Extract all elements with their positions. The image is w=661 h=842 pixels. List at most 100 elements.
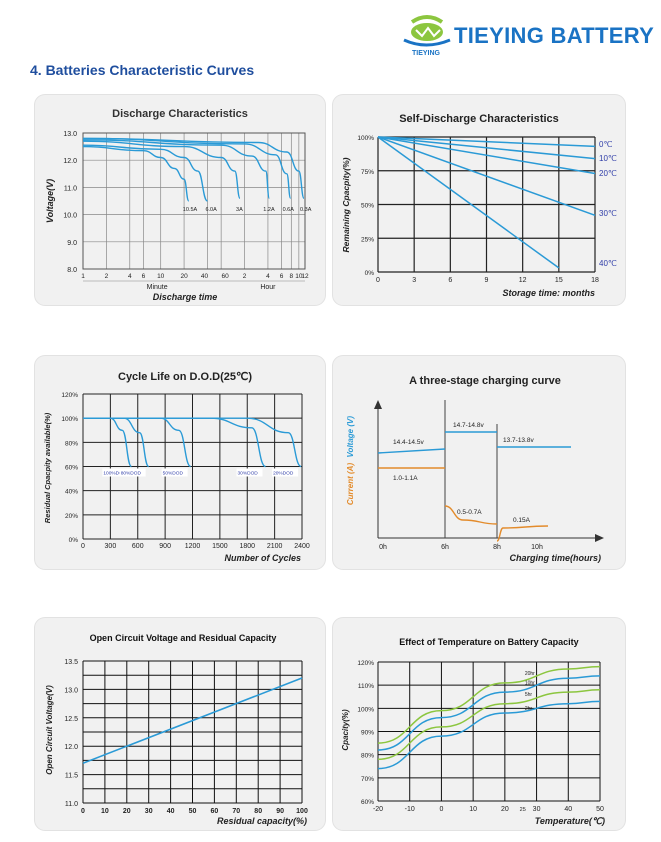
cycle-life-chart: Cycle Life on D.O.D(25℃) 120% 100% 80% 60% 40…	[43, 371, 310, 563]
x-tick-label: 6h	[441, 544, 449, 551]
voltage-label: 14.4-14.5v	[393, 439, 424, 446]
dod-label-bg	[119, 468, 146, 477]
rate-series-label: 20hr	[525, 671, 535, 677]
rate-series-label: 5hr	[525, 692, 533, 698]
y-tick-label: 50%	[361, 203, 374, 210]
y-tick-label: 0%	[69, 537, 79, 544]
y-axis-label: Open Circuit Voltage(V)	[45, 685, 54, 775]
discharge-curve	[82, 144, 209, 202]
y-tick-label: 100%	[61, 416, 78, 423]
panel-self-discharge: Self-Discharge Characteristics 100% 75% 50%…	[333, 95, 625, 305]
x-tick-label: 20	[180, 273, 188, 280]
x-tick-label: 40	[167, 808, 175, 815]
y-tick-label: 80%	[361, 753, 374, 760]
x-tick-label: 300	[105, 543, 117, 550]
temperature-series-label: 0℃	[599, 140, 612, 149]
current-label: 0.15A	[513, 517, 531, 524]
dod-label-bg	[102, 468, 129, 477]
x-tick-label: 9	[485, 277, 489, 284]
x-axis-label: Temperature(℃)	[535, 816, 605, 826]
x-tick-label: 2	[243, 273, 247, 280]
dod-label: 30%DOD	[238, 471, 259, 477]
x-tick-label: 10	[101, 808, 109, 815]
section-title: 4. Batteries Characteristic Curves	[30, 62, 255, 78]
x-tick-label: 1	[81, 273, 85, 280]
x-tick-label: 60	[222, 273, 230, 280]
x-tick-label: 80	[254, 808, 262, 815]
dod-label-bg	[272, 468, 299, 477]
x-axis-label: Residual capacity(%)	[217, 816, 307, 826]
chart-title: Effect of Temperature on Battery Capacit…	[399, 637, 578, 647]
y-tick-label: 120%	[61, 392, 78, 399]
y-tick-label: 11.0	[65, 801, 78, 808]
x-tick-label: 1200	[185, 543, 201, 550]
temperature-series-label: 10℃	[599, 154, 617, 163]
dod-label: 80%DOD	[121, 471, 142, 477]
self-discharge-line	[377, 136, 596, 160]
y-tick-label: 60%	[361, 799, 374, 806]
x-tick-label: 0	[376, 277, 380, 284]
dod-label: 20%DOD	[273, 471, 294, 477]
y-tick-label: 13.5	[64, 659, 78, 666]
chart-title: Self-Discharge Characteristics	[399, 113, 559, 125]
y-tick-label: 11.5	[65, 773, 78, 780]
x-tick-label: 6	[448, 277, 452, 284]
y-tick-label: 60%	[65, 465, 78, 472]
x-tick-label: 3	[412, 277, 416, 284]
voltage-label: 13.7-13.8v	[503, 437, 534, 444]
y-tick-label: 75%	[361, 169, 374, 176]
cycle-life-curve	[83, 417, 302, 468]
y-tick-label: 12.0	[64, 744, 78, 751]
x-axis-label: Charging time(hours)	[510, 553, 602, 563]
voltage-stage1	[377, 448, 446, 454]
x-tick-label: 10	[295, 273, 303, 280]
charging-chart: A three-stage charging curve 14.4-14.5v 14…	[346, 375, 604, 563]
discharge-curve	[82, 139, 270, 199]
y-tick-label: 80%	[65, 440, 78, 447]
chart-title: Open Circuit Voltage and Residual Capaci…	[90, 633, 277, 643]
temperature-chart: Effect of Temperature on Battery Capacit…	[341, 637, 605, 826]
dod-label: 100%DOD	[103, 471, 126, 477]
x-tick-label: 0	[81, 543, 85, 550]
x-axis-arrow	[595, 534, 604, 542]
rate-series-label: 2hr	[525, 706, 533, 712]
x-tick-label: 90	[276, 808, 284, 815]
battery-logo-icon: TIEYING	[403, 15, 451, 57]
y-tick-label: 120%	[357, 660, 374, 667]
voltage-axis-label: Voltage (V)	[346, 416, 355, 458]
voltage-label: 14.7-14.8v	[453, 422, 484, 429]
current-label: 0.5-0.7A	[457, 509, 482, 516]
y-tick-label: 20%	[65, 513, 78, 520]
x-tick-label: 30	[145, 808, 153, 815]
x-tick-label: 30	[533, 806, 541, 813]
temperature-series-label: 30℃	[599, 209, 617, 218]
temperature-capacity-curve	[377, 665, 601, 744]
x-tick-label: 0	[81, 808, 85, 815]
ocv-chart: Open Circuit Voltage and Residual Capaci…	[45, 633, 308, 826]
discharge-chart: Discharge Characteristics13.012.011.010.…	[45, 108, 312, 302]
logo-text: TIEYING	[412, 50, 441, 57]
discharge-curve	[82, 140, 241, 199]
x-tick-label: 50	[189, 808, 197, 815]
x-tick-label: 70	[232, 808, 240, 815]
x-group-label: Minute	[147, 284, 168, 291]
y-tick-label: 100%	[357, 135, 374, 142]
discharge-rate-label: 3A	[236, 207, 243, 213]
x-tick-label: 4	[266, 273, 270, 280]
y-tick-label: 13.0	[64, 687, 78, 694]
x-tick-label: 20	[501, 806, 509, 813]
y-tick-label: 12.0	[63, 158, 77, 165]
y-tick-label: 70%	[361, 776, 374, 783]
x-tick-label: 1500	[212, 543, 228, 550]
y-tick-label: 0%	[365, 270, 375, 277]
y-tick-label: 100%	[357, 706, 374, 713]
x-tick-label: 4	[128, 273, 132, 280]
discharge-rate-label: 0.3A	[300, 207, 312, 213]
y-axis-label: Remaining Cpacpity(%)	[341, 157, 351, 252]
self-discharge-line	[377, 136, 596, 217]
ocv-line	[82, 677, 303, 764]
x-tick-label: 40	[201, 273, 209, 280]
x-tick-label: 10	[469, 806, 477, 813]
temperature-capacity-curve	[377, 675, 601, 751]
x-tick-label: 20	[123, 808, 131, 815]
